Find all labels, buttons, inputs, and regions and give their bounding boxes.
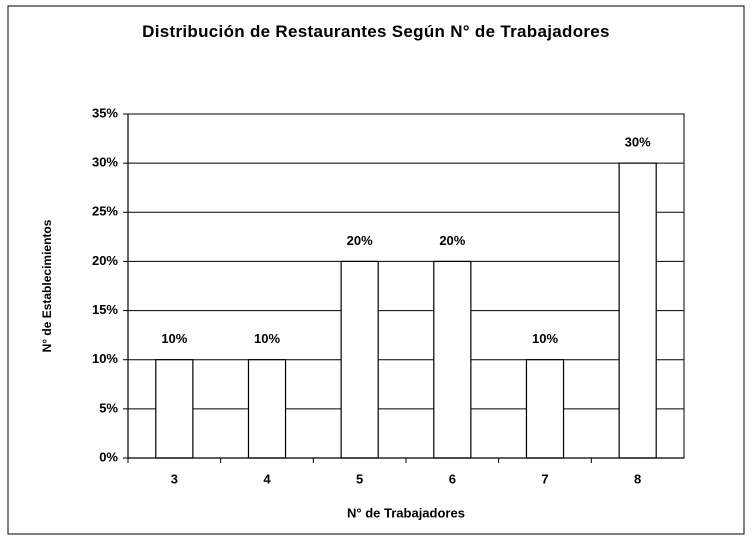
bar xyxy=(525,359,565,459)
value-label: 30% xyxy=(625,135,651,150)
value-label: 20% xyxy=(347,233,373,248)
plot-area xyxy=(127,113,685,459)
y-tick-label: 25% xyxy=(92,204,118,219)
value-label: 10% xyxy=(161,331,187,346)
y-tick-label: 0% xyxy=(99,449,118,464)
y-tick-label: 15% xyxy=(92,302,118,317)
value-label: 10% xyxy=(254,331,280,346)
y-tick-label: 20% xyxy=(92,253,118,268)
x-tick-label: 8 xyxy=(634,471,641,486)
x-axis-title: N° de Trabajadores xyxy=(347,505,465,520)
bar xyxy=(155,359,194,459)
x-tick-label: 6 xyxy=(449,471,456,486)
y-axis-title: N° de Establecimientos xyxy=(40,219,54,352)
x-tick-label: 7 xyxy=(541,471,548,486)
chart-title: Distribución de Restaurantes Según N° de… xyxy=(142,22,610,41)
bar xyxy=(618,162,657,459)
x-tick-label: 3 xyxy=(171,471,178,486)
bar xyxy=(433,260,472,459)
y-tick-label: 35% xyxy=(92,105,118,120)
x-tick-label: 4 xyxy=(263,471,271,486)
bar xyxy=(247,359,287,459)
y-tick-label: 30% xyxy=(92,155,118,170)
value-label: 10% xyxy=(532,331,558,346)
bar xyxy=(340,260,379,459)
x-tick-label: 5 xyxy=(356,471,363,486)
value-label: 20% xyxy=(439,233,465,248)
y-tick-label: 10% xyxy=(92,351,118,366)
y-tick-label: 5% xyxy=(99,400,118,415)
